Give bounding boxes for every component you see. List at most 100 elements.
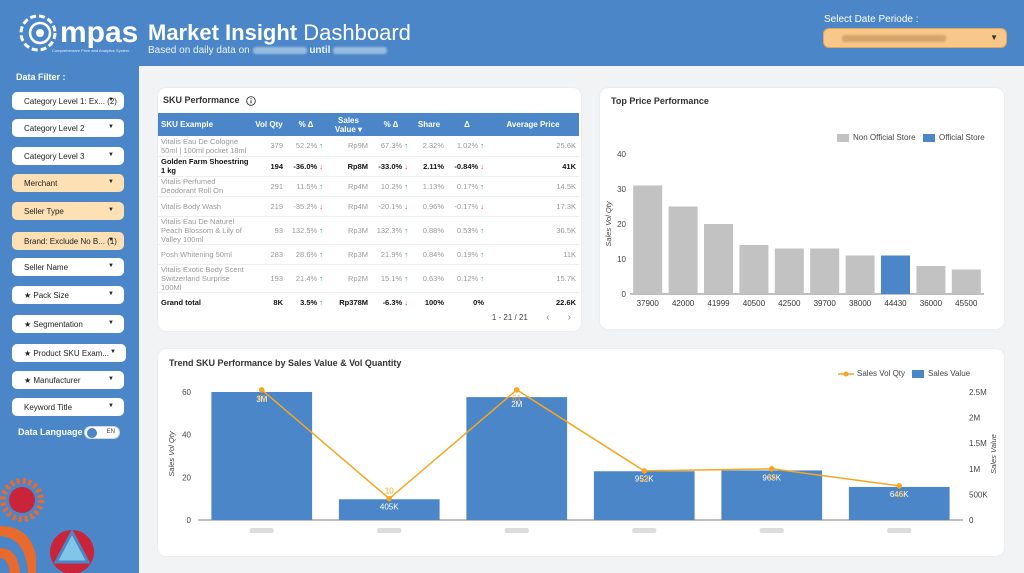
table-cell: Grand total bbox=[161, 297, 202, 307]
table-cell: 21.9% ↑ bbox=[371, 244, 411, 265]
trend-performance-card: Trend SKU Performance by Sales Value & V… bbox=[158, 349, 1004, 556]
table-row[interactable]: Posh Whitening 50ml 283 28.6% ↑ Rp3M 21.9% ↑… bbox=[158, 244, 579, 265]
table-row[interactable]: Vitalis Exotic Body Scent Switzerland Su… bbox=[158, 264, 579, 293]
legend-sales-value[interactable]: Sales Value bbox=[912, 369, 970, 378]
sales-vol-qty-line bbox=[261, 388, 900, 500]
date-period-select[interactable]: ▼ bbox=[823, 28, 1007, 48]
info-icon[interactable] bbox=[246, 95, 256, 106]
table-cell: 132.3% ↑ bbox=[371, 216, 411, 245]
table-row[interactable]: Vitalis Eau De Cologne 50ml | 100ml pock… bbox=[158, 136, 579, 157]
table-cell: 17.3K bbox=[487, 196, 579, 217]
bar bbox=[810, 248, 840, 294]
filter-pack-size[interactable]: ★ Pack Size ▼ bbox=[12, 286, 124, 304]
sku-performance-table: SKU Example Vol Qty % Δ Sales Value ▾ % … bbox=[158, 113, 579, 312]
table-cell: Rp2M bbox=[326, 264, 371, 293]
arrow-down-icon: ↓ bbox=[404, 161, 408, 171]
arrow-up-icon: ↑ bbox=[404, 141, 408, 151]
logo-mark-icon bbox=[19, 14, 57, 52]
x-tick-label-blurred bbox=[249, 528, 274, 533]
y-left-axis-label: Sales Vol Qty bbox=[167, 430, 176, 476]
table-cell: -20.1% ↓ bbox=[371, 196, 411, 217]
table-cell: -6.3% ↓ bbox=[382, 297, 408, 307]
arrow-up-icon: ↑ bbox=[480, 225, 484, 235]
filter-seller-type[interactable]: Seller Type ▼ bbox=[12, 202, 124, 220]
filter-product-sku-example[interactable]: ★ Product SKU Exam... ▼ bbox=[12, 344, 126, 362]
table-cell: 15.1% ↑ bbox=[371, 264, 411, 293]
column-header[interactable]: Δ bbox=[447, 113, 487, 136]
table-cell: Vitalis Body Wash bbox=[158, 196, 252, 217]
table-cell: Rp9M bbox=[326, 136, 371, 157]
x-tick-label: 39700 bbox=[814, 299, 837, 308]
table-cell: 0.53% ↑ bbox=[447, 216, 487, 245]
column-header[interactable]: Sales Value ▾ bbox=[326, 113, 371, 136]
legend-swatch bbox=[912, 369, 924, 378]
table-row[interactable]: Vitalis Body Wash 219 -35.2% ↓ Rp4M -20.1% ↓… bbox=[158, 196, 579, 217]
table-cell: -35.2% ↓ bbox=[286, 196, 326, 217]
filter-manufacturer[interactable]: ★ Manufacturer ▼ bbox=[12, 371, 124, 389]
x-tick-label-blurred bbox=[504, 528, 529, 533]
x-tick-label-blurred bbox=[632, 528, 657, 533]
bar-data-label: 952K bbox=[635, 474, 654, 483]
arrow-down-icon: ↓ bbox=[404, 201, 408, 211]
x-tick-label: 42500 bbox=[778, 299, 801, 308]
filter-keyword-title[interactable]: Keyword Title ▼ bbox=[12, 398, 124, 416]
arrow-down-icon: ↓ bbox=[404, 297, 408, 307]
y-left-tick-label: 60 bbox=[182, 388, 191, 397]
sku-performance-title: SKU Performance bbox=[163, 95, 256, 106]
table-cell: 1.02% ↑ bbox=[447, 136, 487, 157]
chevron-right-icon[interactable]: › bbox=[567, 312, 571, 323]
table-cell: Rp8M bbox=[326, 156, 371, 177]
top-price-title: Top Price Performance bbox=[611, 96, 709, 106]
chevron-down-icon: ▼ bbox=[108, 291, 114, 297]
column-header[interactable]: SKU Example bbox=[158, 113, 252, 136]
sidebar-filters: Data Filter : Category Level 1: Ex... (2… bbox=[0, 66, 139, 573]
column-header[interactable]: Average Price bbox=[487, 113, 579, 136]
filter-brand[interactable]: Brand: Exclude No B... (1) ▼ bbox=[12, 232, 124, 250]
chevron-down-icon: ▼ bbox=[108, 263, 114, 269]
column-header[interactable]: % Δ bbox=[371, 113, 411, 136]
table-cell: Vitalis Perfumed Deodorant Roll On bbox=[158, 176, 252, 197]
arrow-up-icon: ↑ bbox=[404, 273, 408, 283]
chevron-left-icon[interactable]: ‹ bbox=[546, 312, 550, 323]
legend-official[interactable]: Official Store bbox=[923, 133, 985, 142]
logo-text: mpas bbox=[60, 16, 139, 49]
bar bbox=[845, 255, 875, 294]
table-cell: 28.6% ↑ bbox=[286, 244, 326, 265]
filter-seller-name[interactable]: Seller Name ▼ bbox=[12, 258, 124, 276]
chevron-down-icon: ▼ bbox=[108, 320, 114, 326]
table-cell: 219 bbox=[252, 196, 286, 217]
bar bbox=[338, 499, 440, 520]
legend-non-official[interactable]: Non Official Store bbox=[837, 133, 916, 142]
filter-category-level-1[interactable]: Category Level 1: Ex... (2) ▼ bbox=[12, 92, 124, 110]
y-right-axis-label: Sales Value bbox=[989, 434, 998, 474]
table-cell: 22.6K bbox=[555, 297, 576, 307]
table-cell: 2.11% bbox=[411, 156, 447, 177]
table-cell: -0.17% ↓ bbox=[447, 196, 487, 217]
table-cell: -36.0% ↓ bbox=[286, 156, 326, 177]
language-toggle[interactable]: EN bbox=[84, 426, 120, 439]
filter-category-level-2[interactable]: Category Level 2 ▼ bbox=[12, 119, 124, 137]
bar bbox=[721, 470, 823, 520]
line-data-label: 16 bbox=[895, 490, 904, 499]
table-row[interactable]: Vitalis Eau De Naturel Peach Blossom & L… bbox=[158, 216, 579, 245]
filter-merchant[interactable]: Merchant ▼ bbox=[12, 174, 124, 192]
table-row[interactable]: Vitalis Perfumed Deodorant Roll On 291 11.… bbox=[158, 176, 579, 197]
column-header[interactable]: Vol Qty bbox=[252, 113, 286, 136]
table-cell: Vitalis Eau De Naturel Peach Blossom & L… bbox=[158, 216, 252, 245]
table-row[interactable]: Golden Farm Shoestring 1 kg 194 -36.0% ↓ Rp… bbox=[158, 156, 579, 177]
chevron-down-icon: ▼ bbox=[990, 33, 998, 42]
y-right-tick-label: 2M bbox=[969, 414, 980, 423]
arrow-down-icon: ↓ bbox=[319, 161, 323, 171]
chevron-down-icon: ▼ bbox=[108, 152, 114, 158]
y-right-tick-label: 2.5M bbox=[969, 388, 987, 397]
bar-data-label: 646K bbox=[890, 490, 909, 499]
bar-data-label: 968K bbox=[762, 473, 781, 482]
column-header[interactable]: Share bbox=[411, 113, 447, 136]
arrow-up-icon: ↑ bbox=[319, 249, 323, 259]
top-price-chart: 0 10 20 30 40 Sales Vol Qty 37900 42000 41999 405… bbox=[604, 150, 984, 308]
filter-segmentation[interactable]: ★ Segmentation ▼ bbox=[12, 315, 124, 333]
filter-category-level-3[interactable]: Category Level 3 ▼ bbox=[12, 147, 124, 165]
legend-sales-vol-qty[interactable]: Sales Vol Qty bbox=[838, 369, 905, 378]
column-header[interactable]: % Δ bbox=[286, 113, 326, 136]
bar bbox=[880, 255, 911, 294]
